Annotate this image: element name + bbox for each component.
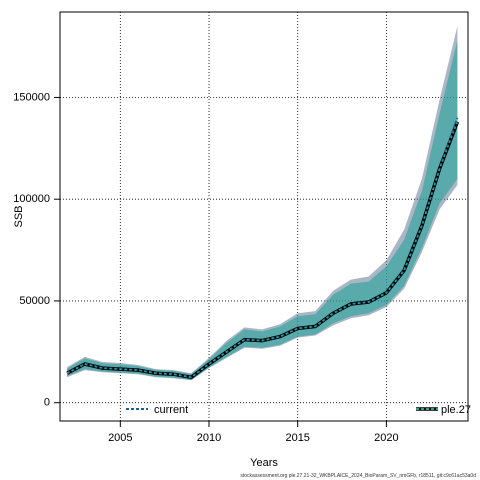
x-axis-title: Years xyxy=(250,457,278,469)
x-tick-label: 2010 xyxy=(197,432,221,444)
confidence-band-ple27 xyxy=(67,40,458,380)
confidence-bands xyxy=(67,26,458,381)
confidence-band-current xyxy=(67,26,458,381)
x-axis: 2005 2010 2015 2020 xyxy=(108,421,399,444)
series-line-ple27 xyxy=(66,121,459,379)
plot-frame xyxy=(59,11,469,422)
x-tick-label: 2005 xyxy=(108,432,132,444)
y-tick-label: 150000 xyxy=(13,91,50,103)
y-tick-label: 0 xyxy=(44,397,50,409)
x-tick-label: 2015 xyxy=(285,432,309,444)
footer-note: stockassessment.org ple.27.21-32_WKBPLAI… xyxy=(240,473,476,479)
legend-entry-current: current xyxy=(126,404,188,416)
y-axis: 0 50000 100000 150000 xyxy=(13,91,60,409)
y-tick-label: 50000 xyxy=(19,295,50,307)
legend-label-ple27: ple.27 xyxy=(441,404,471,416)
series-lines xyxy=(66,117,460,380)
y-tick-label: 100000 xyxy=(13,193,50,205)
x-tick-label: 2020 xyxy=(374,432,398,444)
legend-entry-ple27: ple.27 xyxy=(416,404,471,416)
legend-label-current: current xyxy=(154,404,188,416)
y-axis-title: SSB xyxy=(13,205,25,227)
grid-lines xyxy=(60,12,468,421)
